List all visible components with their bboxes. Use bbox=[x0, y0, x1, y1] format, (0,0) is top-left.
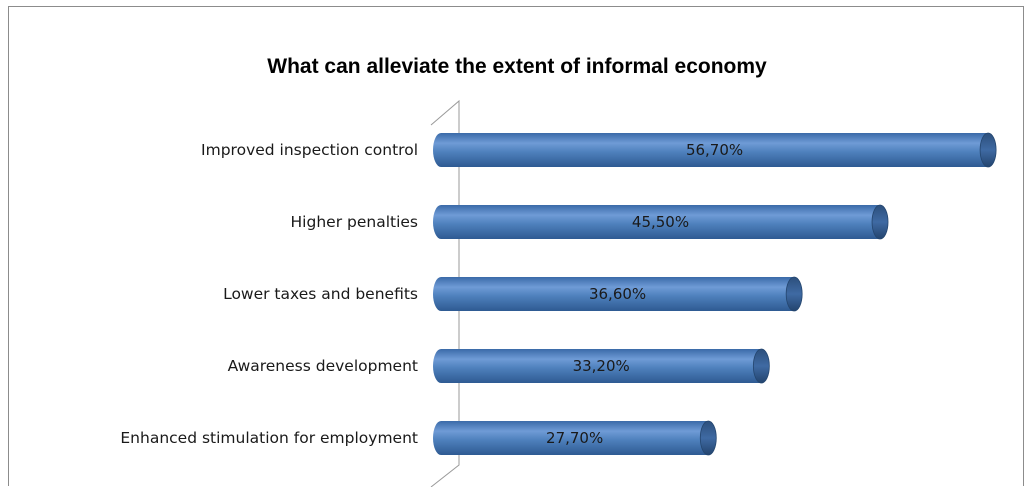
category-label: Lower taxes and benefits bbox=[223, 285, 418, 303]
category-label: Awareness development bbox=[228, 357, 418, 375]
value-label: 33,20% bbox=[573, 357, 630, 375]
value-labels: 56,70% 45,50% 36,60% 33,20% 27,70% bbox=[546, 141, 743, 447]
value-label: 27,70% bbox=[546, 429, 603, 447]
value-label: 45,50% bbox=[632, 213, 689, 231]
bar-1 bbox=[441, 133, 989, 167]
bar-end-cap bbox=[699, 420, 717, 456]
category-label: Improved inspection control bbox=[201, 141, 418, 159]
category-label: Higher penalties bbox=[291, 213, 418, 231]
bar-end-cap bbox=[871, 204, 889, 240]
value-label: 56,70% bbox=[686, 141, 743, 159]
category-label: Enhanced stimulation for employment bbox=[120, 429, 418, 447]
value-label: 36,60% bbox=[589, 285, 646, 303]
bars bbox=[433, 132, 997, 456]
chart-frame: What can alleviate the extent of informa… bbox=[8, 6, 1024, 487]
bar-end-cap bbox=[785, 276, 803, 312]
bar-chart: What can alleviate the extent of informa… bbox=[120, 55, 997, 487]
bar-end-cap bbox=[752, 348, 770, 384]
bar-5 bbox=[441, 421, 709, 455]
chart-title: What can alleviate the extent of informa… bbox=[267, 55, 767, 78]
bar-2 bbox=[441, 205, 881, 239]
bar-3 bbox=[441, 277, 795, 311]
bar-end-cap bbox=[979, 132, 997, 168]
bar-4 bbox=[441, 349, 762, 383]
category-labels: Improved inspection control Higher penalt… bbox=[120, 141, 418, 447]
